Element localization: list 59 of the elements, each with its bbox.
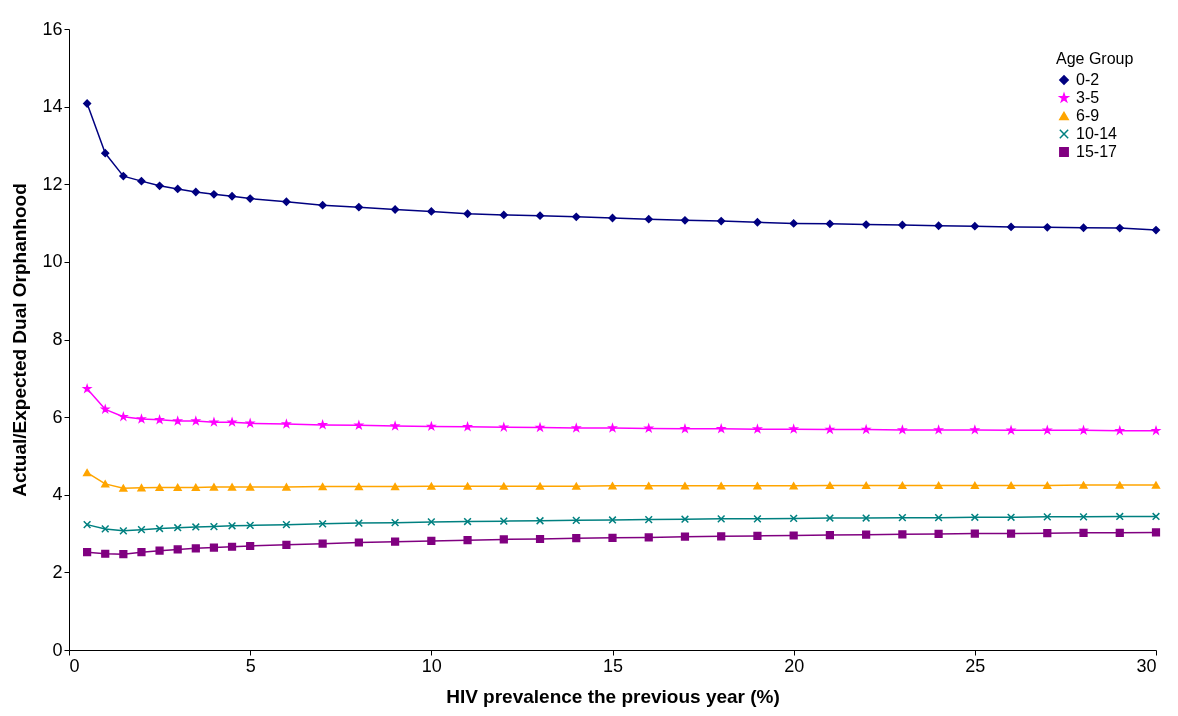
y-tick-label: 2 (52, 561, 63, 582)
legend-label: 10-14 (1076, 125, 1118, 142)
point (191, 522, 200, 532)
point (499, 517, 508, 526)
point (391, 518, 400, 527)
point (789, 514, 798, 523)
point (318, 519, 327, 528)
point (1115, 512, 1124, 521)
point (898, 513, 907, 522)
point (282, 520, 291, 529)
point (1043, 512, 1052, 521)
legend-label: 0-2 (1076, 71, 1100, 88)
x-tick-label: 10 (421, 655, 442, 676)
point (934, 513, 943, 522)
x-tick-label: 15 (602, 655, 624, 676)
y-tick-label: 8 (52, 329, 63, 349)
y-tick-label: 14 (42, 96, 63, 117)
point (717, 514, 726, 523)
point (680, 515, 690, 524)
legend-label: 6-9 (1076, 107, 1100, 124)
point (1079, 512, 1088, 521)
point (137, 525, 146, 534)
legend-label: 15-17 (1076, 143, 1118, 160)
point (155, 524, 164, 533)
point (427, 517, 436, 527)
point (753, 514, 762, 523)
point (608, 515, 617, 525)
y-tick-label: 10 (42, 251, 63, 272)
x-tick-label: 5 (245, 655, 256, 676)
y-tick-label: 0 (52, 639, 63, 660)
y-tick-label: 16 (42, 18, 63, 39)
point (101, 524, 110, 534)
point (825, 513, 834, 523)
legend-title: Age Group (1056, 50, 1134, 67)
x-tick-label: 0 (69, 655, 80, 676)
point (1151, 512, 1161, 521)
point (209, 522, 219, 531)
x-axis-title: HIV prevalence the previous year (%) (446, 685, 780, 707)
point (644, 515, 653, 524)
y-tick-label: 4 (52, 484, 63, 505)
x-tick-label: 30 (1136, 655, 1157, 676)
y-tick-label: 6 (52, 406, 63, 427)
point (246, 521, 255, 530)
x-tick-label: 20 (784, 655, 805, 676)
point (535, 516, 545, 525)
legend-label: 3-5 (1076, 89, 1100, 106)
point (173, 523, 182, 532)
point (83, 520, 92, 529)
point (862, 513, 871, 523)
point (354, 518, 363, 528)
y-axis-title: Actual/Expected Dual Orphanhood (9, 183, 31, 497)
point (572, 516, 581, 525)
point (1006, 513, 1016, 522)
point (463, 517, 472, 526)
point (970, 513, 979, 522)
y-tick-label: 12 (42, 173, 63, 194)
point (227, 521, 237, 530)
x-tick-label: 25 (965, 655, 986, 676)
point (119, 526, 128, 535)
